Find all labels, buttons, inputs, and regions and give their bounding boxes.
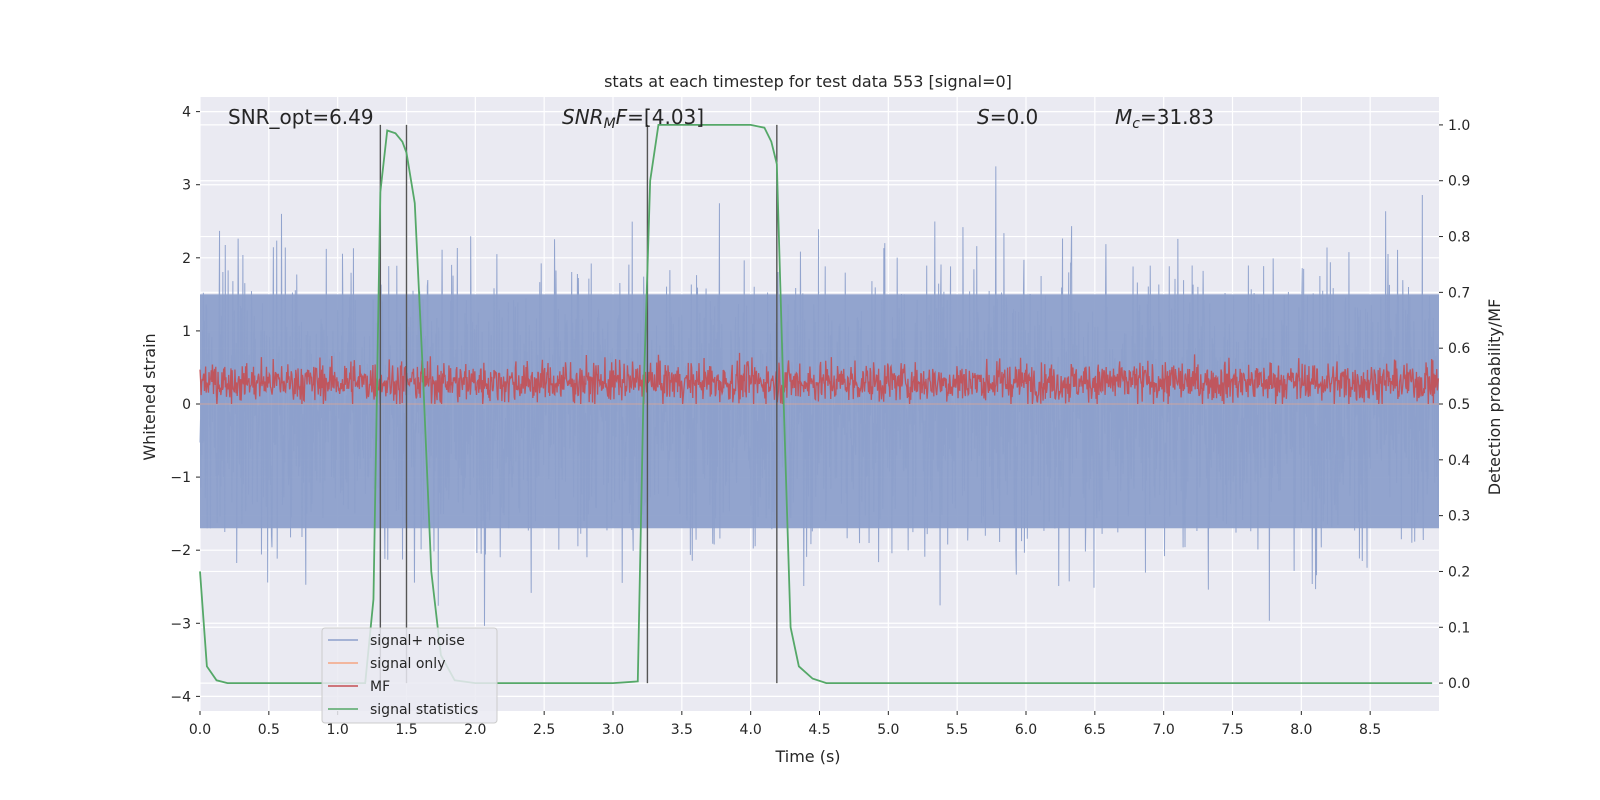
x-axis-label: Time (s) [774, 747, 840, 766]
y2-tick-label: 0.4 [1448, 453, 1470, 469]
legend-label-mf: MF [370, 679, 390, 695]
x-tick-label: 2.5 [533, 722, 555, 738]
y-tick-label: −4 [170, 689, 191, 705]
x-tick-label: 3.0 [602, 722, 624, 738]
x-tick-label: 5.5 [946, 722, 968, 738]
y-axis-label: Whitened strain [140, 333, 159, 460]
legend: signal+ noise signal only MF signal stat… [321, 627, 498, 724]
y2-tick-label: 0.3 [1448, 509, 1470, 525]
x-tick-label: 4.5 [808, 722, 830, 738]
y-tick-label: 1 [182, 324, 191, 340]
x-tick-label: 8.5 [1359, 722, 1381, 738]
y-tick-label: −2 [170, 543, 191, 559]
y-tick-label: −3 [170, 616, 191, 632]
y2-axis-label: Detection probability/MF [1485, 299, 1504, 496]
y2-tick-label: 0.0 [1448, 676, 1470, 692]
y-tick-label: 2 [182, 251, 191, 267]
x-tick-label: 0.5 [258, 722, 280, 738]
x-tick-label: 7.0 [1153, 722, 1175, 738]
x-tick-label: 6.5 [1084, 722, 1106, 738]
x-tick-label: 4.0 [740, 722, 762, 738]
y2-tick-label: 0.8 [1448, 230, 1470, 246]
legend-box [321, 627, 498, 724]
chart-title: stats at each timestep for test data 553… [604, 72, 1012, 91]
y2-tick-label: 0.7 [1448, 285, 1470, 301]
x-tick-label: 5.0 [877, 722, 899, 738]
legend-label-signal-statistics: signal statistics [370, 702, 478, 718]
x-tick-label: 1.0 [327, 722, 349, 738]
x-tick-label: 0.0 [189, 722, 211, 738]
annotation-snr-opt: SNR_opt=6.49 [228, 105, 374, 129]
y2-tick-label: 0.5 [1448, 397, 1470, 413]
y-tick-label: 4 [182, 105, 191, 121]
legend-label-signal-noise: signal+ noise [370, 633, 465, 649]
x-tick-label: 1.5 [395, 722, 417, 738]
x-tick-label: 8.0 [1290, 722, 1312, 738]
y-tick-label: −1 [170, 470, 191, 486]
y2-tick-label: 0.9 [1448, 174, 1470, 190]
y2-tick-label: 0.6 [1448, 341, 1470, 357]
x-tick-label: 3.5 [671, 722, 693, 738]
legend-label-signal-only: signal only [370, 656, 445, 672]
y-tick-label: 3 [182, 178, 191, 194]
y2-tick-label: 1.0 [1448, 118, 1470, 134]
x-tick-label: 6.0 [1015, 722, 1037, 738]
annotation-s: S=0.0 [977, 105, 1038, 129]
x-tick-label: 2.0 [464, 722, 486, 738]
y-tick-label: 0 [182, 397, 191, 413]
y-tick-labels: 4 3 2 1 0 −1 −2 −3 −4 [170, 105, 200, 705]
y2-tick-label: 0.2 [1448, 564, 1470, 580]
y2-tick-label: 0.1 [1448, 620, 1470, 636]
x-tick-labels: 0.0 0.5 1.0 1.5 2.0 2.5 3.0 3.5 4.0 4.5 5.0 5.5 6.0 6… [189, 711, 1381, 738]
y2-tick-labels: 1.0 0.9 0.8 0.7 0.6 0.5 0.4 0.3 0.2 0.1 0.0 [1439, 118, 1470, 692]
annotation-mc: Mc=31.83 [1115, 105, 1214, 132]
annotation-snr-mf: SNRMF=[4.03] [562, 105, 704, 132]
x-tick-label: 7.5 [1221, 722, 1243, 738]
